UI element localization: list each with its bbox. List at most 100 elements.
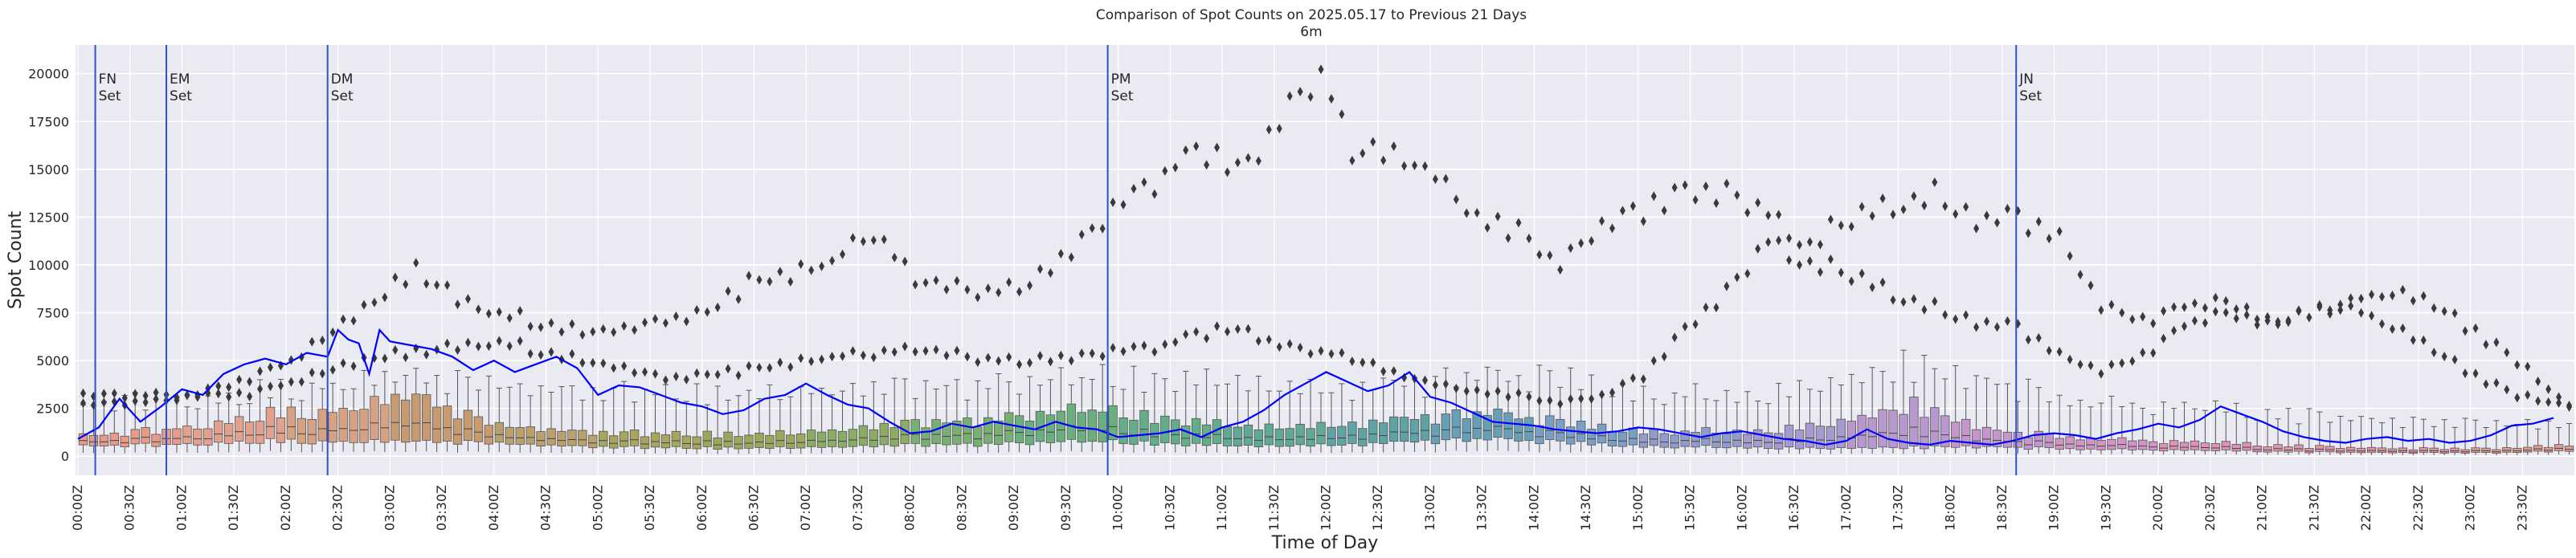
box-body xyxy=(1264,423,1274,446)
outlier-point xyxy=(1671,332,1678,343)
box xyxy=(1056,367,1066,452)
outlier-point xyxy=(548,318,554,328)
outlier-point xyxy=(1952,209,1959,219)
outlier-point xyxy=(1817,239,1823,250)
outlier-point xyxy=(652,369,658,379)
box-body xyxy=(702,430,712,447)
outlier-point xyxy=(1911,191,1917,202)
outlier-point xyxy=(132,389,138,399)
outlier-point xyxy=(891,347,898,357)
outlier-point xyxy=(829,255,836,266)
x-tick-label: 22:00Z xyxy=(2358,485,2374,531)
box-body xyxy=(567,430,577,446)
outlier-point xyxy=(922,346,929,356)
series-line xyxy=(77,328,2554,446)
outlier-point xyxy=(1786,233,1793,243)
y-tick-label: 5000 xyxy=(36,353,69,369)
outlier-point xyxy=(611,363,617,373)
box xyxy=(1004,381,1014,452)
box-body xyxy=(744,434,754,449)
box-body xyxy=(338,408,348,442)
outlier-point xyxy=(2191,298,2198,308)
box xyxy=(1118,389,1128,453)
box xyxy=(2284,408,2293,455)
box-body xyxy=(1378,422,1388,444)
x-tick-label: 14:30Z xyxy=(1578,485,1593,531)
outlier-point xyxy=(2004,316,2010,326)
box xyxy=(702,404,712,454)
x-tick-label: 05:30Z xyxy=(642,485,657,531)
box xyxy=(1971,375,1981,454)
outlier-point xyxy=(1068,252,1074,263)
box-body xyxy=(1951,422,1961,448)
box-body xyxy=(983,417,993,444)
x-tick-label: 05:00Z xyxy=(590,485,605,531)
box xyxy=(2304,408,2314,455)
outlier-point xyxy=(1401,161,1408,171)
reference-line-label: PM Set xyxy=(1111,71,1134,104)
box xyxy=(786,396,795,454)
box-body xyxy=(1108,405,1118,441)
outlier-point xyxy=(371,297,378,308)
box xyxy=(723,399,733,454)
box-body xyxy=(1524,417,1534,442)
box-body xyxy=(942,422,951,446)
box xyxy=(536,385,546,454)
box-body xyxy=(2429,447,2439,454)
outlier-point xyxy=(746,360,752,371)
box xyxy=(2273,418,2283,455)
box-body xyxy=(411,393,421,442)
outlier-point xyxy=(2243,302,2250,312)
outlier-point xyxy=(964,352,971,362)
outlier-point xyxy=(600,358,607,369)
outlier-point xyxy=(1963,310,1969,320)
outlier-point xyxy=(1932,296,1938,307)
outlier-point xyxy=(1557,399,1564,409)
box xyxy=(910,397,920,453)
outlier-point xyxy=(2525,389,2531,400)
outlier-point xyxy=(1599,389,1605,400)
box-body xyxy=(869,429,879,447)
box xyxy=(214,402,223,452)
outlier-point xyxy=(1214,321,1221,332)
box-body xyxy=(1805,422,1815,448)
outlier-point xyxy=(693,304,700,315)
outlier-point xyxy=(1994,218,2001,228)
x-tick-label: 00:00Z xyxy=(70,485,85,531)
outlier-point xyxy=(1110,198,1116,208)
outlier-point xyxy=(434,279,440,290)
box-body xyxy=(1638,434,1649,448)
outlier-point xyxy=(1474,385,1480,395)
box-body xyxy=(1514,418,1523,442)
box xyxy=(2502,426,2512,455)
outlier-point xyxy=(1286,339,1293,349)
outlier-point xyxy=(1557,265,1564,275)
outlier-point xyxy=(579,357,586,368)
box-body xyxy=(2513,447,2522,453)
box-body xyxy=(1160,415,1170,443)
box-body xyxy=(2325,446,2335,453)
box xyxy=(2169,408,2179,454)
outlier-point xyxy=(787,276,794,287)
box-body xyxy=(328,412,337,443)
outlier-point xyxy=(309,368,315,378)
box xyxy=(1961,388,1971,454)
x-tick-label: 08:00Z xyxy=(902,485,918,531)
outlier-point xyxy=(1848,276,1854,287)
outlier-point xyxy=(2566,401,2573,412)
box-body xyxy=(1680,430,1690,447)
box-body xyxy=(1930,407,1940,446)
outlier-point xyxy=(319,335,325,345)
box-body xyxy=(203,428,213,446)
outlier-point xyxy=(475,341,481,352)
outlier-point xyxy=(1047,356,1053,367)
x-tick-label: 14:00Z xyxy=(1526,485,1541,531)
outlier-point xyxy=(2129,314,2136,324)
outlier-point xyxy=(1526,233,1532,243)
outlier-point xyxy=(382,353,388,364)
box xyxy=(401,374,411,452)
box xyxy=(1826,377,1836,454)
box xyxy=(2065,405,2075,454)
outlier-point xyxy=(1276,124,1282,134)
outlier-point xyxy=(403,352,409,363)
